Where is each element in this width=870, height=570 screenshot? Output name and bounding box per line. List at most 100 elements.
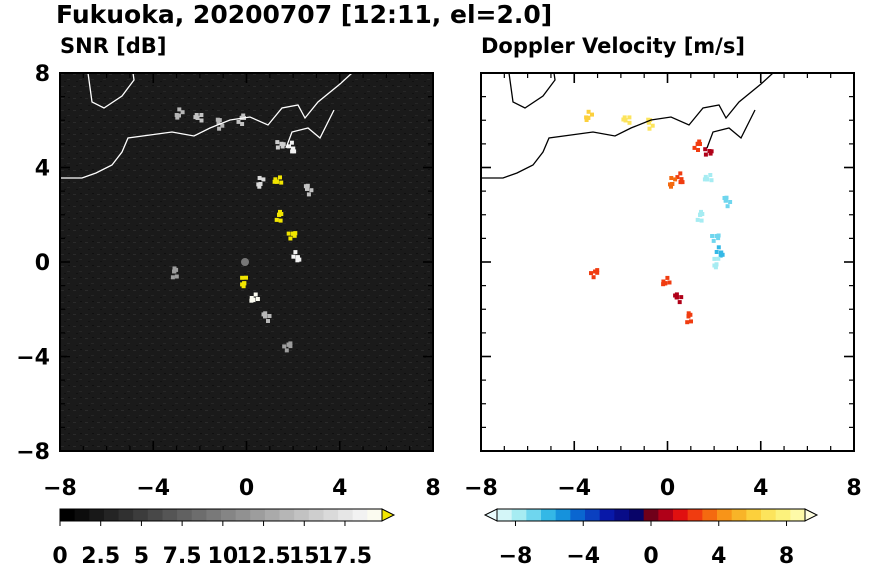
doppler-colorbar-segment: [775, 509, 791, 521]
snr-colorbar-label: 17.5: [318, 544, 372, 569]
snr-echo: [215, 117, 225, 131]
doppler-colorbar-label: 0: [643, 544, 658, 569]
doppler-plot-background: [481, 73, 854, 451]
doppler-colorbar-segment: [702, 509, 718, 521]
doppler-echo: [675, 171, 685, 185]
figure-title: Fukuoka, 20200707 [12:11, el=2.0]: [56, 0, 553, 29]
snr-colorbar-segment: [352, 509, 368, 521]
doppler-echo: [710, 233, 721, 243]
doppler-colorbar-segment: [585, 509, 601, 521]
doppler-panel: −8 −4 0 4 8: [464, 72, 862, 501]
snr-panel-title: SNR [dB]: [60, 34, 167, 58]
doppler-echo: [589, 268, 600, 280]
doppler-colorbar-segment: [570, 509, 586, 521]
snr-panel: −8 −4 0 4 8 8 4 0 −4 −8: [16, 62, 440, 501]
snr-echo: [240, 275, 248, 289]
doppler-echo: [703, 147, 714, 157]
snr-echo: [274, 209, 284, 223]
doppler-echo: [673, 292, 684, 305]
snr-echo: [261, 311, 272, 323]
snr-colorbar-segment: [294, 509, 310, 521]
doppler-echoes: [584, 109, 733, 325]
snr-colorbar-label: 12.5: [236, 544, 290, 569]
doppler-x-tick-label: −8: [464, 476, 498, 501]
snr-colorbar-segment: [103, 509, 120, 521]
doppler-x-tick-label: 4: [753, 476, 768, 501]
snr-colorbar-segment: [162, 509, 178, 521]
snr-colorbar-segment: [89, 509, 105, 521]
snr-colorbar-segment: [367, 509, 383, 521]
doppler-colorbar-label: 8: [779, 544, 794, 569]
doppler-colorbar-under: [483, 508, 498, 522]
snr-x-tick-label: 0: [239, 476, 254, 501]
snr-echo: [287, 140, 297, 154]
snr-echo: [174, 107, 185, 120]
doppler-colorbar-segment: [673, 509, 689, 521]
snr-colorbar-label: 5: [134, 544, 149, 569]
doppler-echo: [714, 245, 725, 258]
snr-x-tick-label: 4: [332, 476, 347, 501]
doppler-colorbar-segment: [599, 509, 615, 521]
doppler-colorbar: −8 −4 0 4 8: [483, 508, 819, 569]
doppler-colorbar-segment: [658, 509, 674, 521]
snr-echo: [291, 250, 302, 263]
snr-colorbar-label: 10: [208, 544, 239, 569]
doppler-colorbar-segment: [541, 509, 557, 521]
doppler-echo: [584, 109, 594, 122]
doppler-colorbar-segment: [687, 509, 703, 521]
doppler-colorbar-segment: [731, 509, 747, 521]
doppler-echo: [621, 115, 632, 125]
snr-echo: [282, 341, 293, 353]
snr-colorbar-segment: [191, 509, 207, 521]
doppler-colorbar-segment: [526, 509, 542, 521]
snr-y-tick-label: 0: [35, 251, 50, 276]
doppler-x-tick-label: 0: [660, 476, 675, 501]
doppler-colorbar-segment: [497, 509, 513, 521]
snr-colorbar-segment: [279, 509, 295, 521]
doppler-echo: [695, 209, 705, 223]
snr-y-tick-label: 8: [35, 62, 50, 87]
snr-colorbar-segment: [323, 509, 339, 521]
snr-colorbar-segment: [118, 509, 134, 521]
doppler-echo: [692, 139, 702, 152]
snr-echo: [275, 140, 286, 150]
snr-colorbar-segment: [133, 509, 149, 521]
snr-colorbar-segment: [338, 509, 354, 521]
doppler-colorbar-over: [804, 508, 819, 522]
doppler-x-tick-label: −4: [557, 476, 591, 501]
snr-colorbar-segment: [177, 509, 193, 521]
snr-colorbar-segment: [147, 509, 163, 521]
snr-colorbar-label: 0: [52, 544, 67, 569]
doppler-colorbar-label: 4: [711, 544, 726, 569]
snr-y-tick-label: −8: [16, 440, 50, 465]
doppler-axes: −8 −4 0 4 8: [464, 72, 862, 501]
snr-colorbar-segment: [74, 509, 90, 521]
doppler-coastline: [481, 73, 774, 179]
snr-echo: [170, 266, 179, 280]
snr-colorbar-over: [381, 508, 396, 522]
radar-site-marker: [241, 258, 249, 266]
snr-colorbar-segment: [264, 509, 281, 521]
snr-colorbar-segment: [235, 509, 251, 521]
doppler-colorbar-segment: [629, 509, 645, 521]
doppler-echo: [685, 311, 693, 325]
snr-x-tick-label: 8: [425, 476, 440, 501]
snr-colorbar-segment: [206, 509, 222, 521]
snr-colorbar-label: 2.5: [81, 544, 120, 569]
snr-y-tick-label: −4: [16, 346, 50, 371]
doppler-colorbar-segment: [761, 509, 777, 521]
doppler-colorbar-label: −4: [566, 544, 600, 569]
snr-colorbar-segment: [60, 509, 76, 521]
snr-colorbar-label: 7.5: [163, 544, 202, 569]
snr-colorbar-segment: [250, 509, 266, 521]
doppler-colorbar-segment: [746, 509, 762, 521]
doppler-colorbar-label: −8: [499, 544, 533, 569]
snr-echo: [272, 175, 284, 185]
snr-echo: [303, 183, 314, 197]
snr-x-tick-label: −8: [43, 476, 77, 501]
doppler-colorbar-segment: [790, 509, 806, 521]
doppler-echo: [668, 176, 678, 189]
doppler-echo: [702, 173, 714, 183]
snr-colorbar-label: 15: [289, 544, 320, 569]
